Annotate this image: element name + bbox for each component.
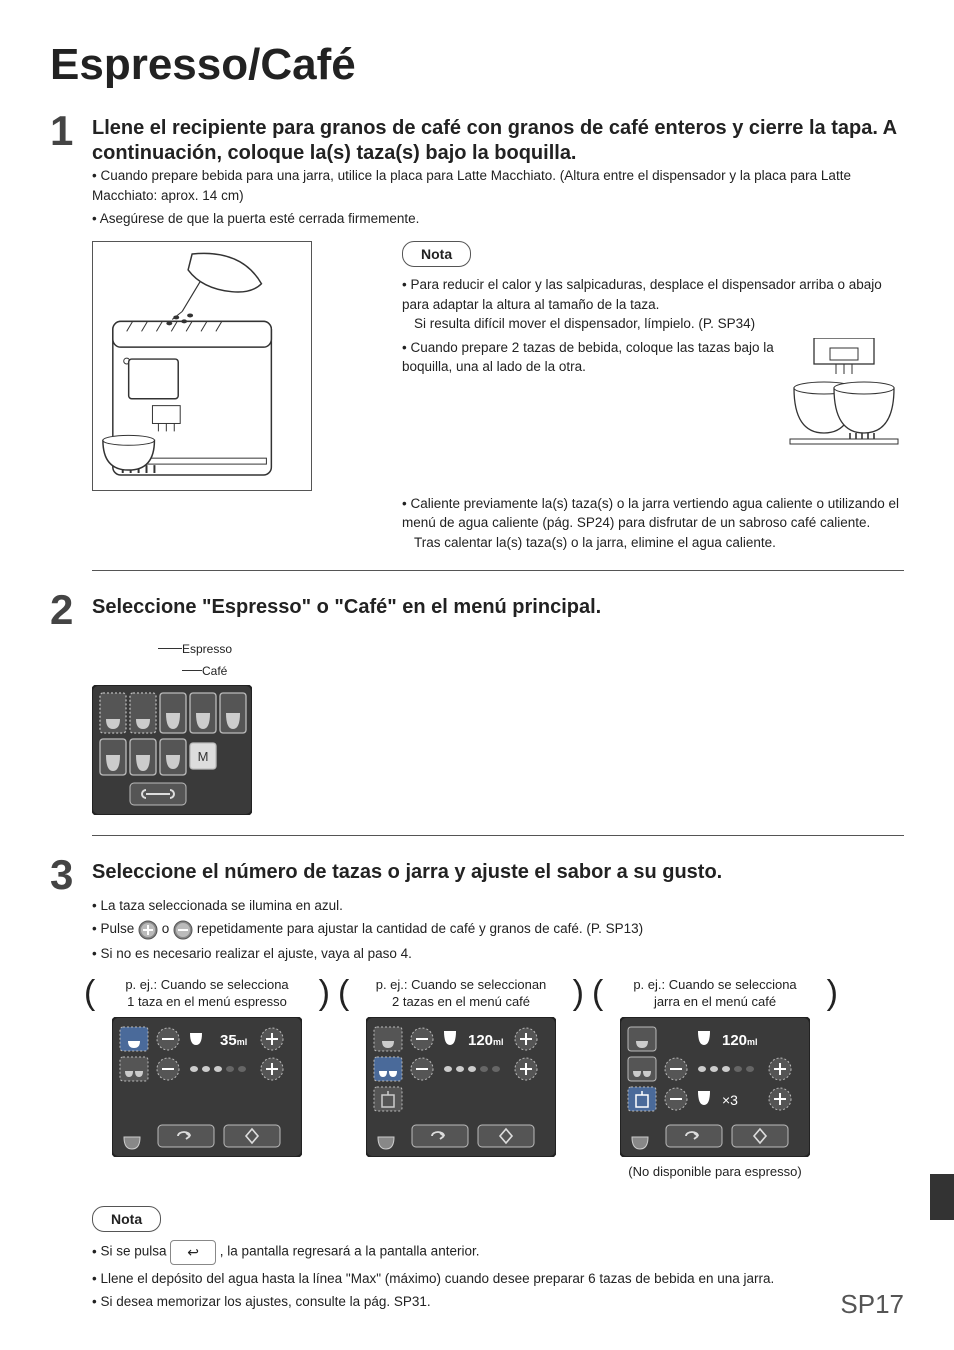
- step-1-number: 1: [50, 110, 80, 152]
- step-1-bullet-1: Cuando prepare bebida para una jarra, ut…: [92, 166, 904, 205]
- coffee-machine-pour-icon: [92, 241, 312, 491]
- screen-cafe-2cups-icon: 120ml: [366, 1017, 556, 1157]
- example-3-note: (No disponible para espresso): [600, 1163, 830, 1182]
- example-2: ( p. ej.: Cuando se seleccionan 2 tazas …: [346, 977, 576, 1157]
- bottom-nota: Nota Si se pulsa ↩ , la pantalla regresa…: [92, 1206, 904, 1312]
- two-cups-under-spout-icon: [784, 338, 904, 448]
- bottom-nota-item-3: Si desea memorizar los ajustes, consulte…: [92, 1292, 904, 1312]
- step-1: 1 Llene el recipiente para granos de caf…: [50, 110, 904, 556]
- nota-1-item-2: Cuando prepare 2 tazas de bebida, coloqu…: [402, 338, 904, 377]
- example-1: ( p. ej.: Cuando se selecciona 1 taza en…: [92, 977, 322, 1157]
- bottom-nota-item-2: Llene el depósito del agua hasta la líne…: [92, 1269, 904, 1289]
- step-2-title: Seleccione "Espresso" o "Café" en el men…: [92, 589, 601, 620]
- step-1-title: Llene el recipiente para granos de café …: [92, 110, 904, 166]
- step-3-bullet-2: Pulse o repetidamente para ajustar la ca…: [92, 919, 904, 939]
- nota-1-item-1: Para reducir el calor y las salpicaduras…: [402, 275, 904, 334]
- nota-label-2: Nota: [92, 1206, 161, 1232]
- step-1-bullet-2: Asegúrese de que la puerta esté cerrada …: [92, 209, 904, 229]
- divider: [92, 835, 904, 836]
- nota-1-item-3: Caliente previamente la(s) taza(s) o la …: [402, 494, 904, 553]
- page-number: SP17: [840, 1289, 904, 1320]
- label-cafe: Café: [202, 663, 227, 680]
- screen-espresso-1cup-icon: 35ml: [112, 1017, 302, 1157]
- example-3: ( p. ej.: Cuando se selecciona jarra en …: [600, 977, 830, 1182]
- nota-label-1: Nota: [402, 241, 471, 267]
- plus-button-icon: [138, 920, 158, 940]
- svg-text:×3: ×3: [722, 1092, 738, 1108]
- step-3: 3 Seleccione el número de tazas o jarra …: [50, 854, 904, 1312]
- svg-text:M: M: [198, 749, 209, 764]
- step-3-bullet-1: La taza seleccionada se ilumina en azul.: [92, 896, 904, 916]
- step-2: 2 Seleccione "Espresso" o "Café" en el m…: [50, 589, 904, 821]
- main-menu-screen-icon: M: [92, 685, 252, 815]
- bottom-nota-item-1: Si se pulsa ↩ , la pantalla regresará a …: [92, 1240, 904, 1264]
- screen-cafe-jarra-icon: 120ml ×3: [620, 1017, 810, 1157]
- page-title: Espresso/Café: [50, 40, 904, 90]
- side-tab: [930, 1174, 954, 1220]
- step-2-number: 2: [50, 589, 80, 631]
- back-button-inline-icon: ↩: [170, 1240, 216, 1264]
- divider: [92, 570, 904, 571]
- label-espresso: Espresso: [182, 641, 232, 658]
- step-3-title: Seleccione el número de tazas o jarra y …: [92, 854, 722, 885]
- step-3-bullet-3: Si no es necesario realizar el ajuste, v…: [92, 944, 904, 964]
- minus-button-icon: [173, 920, 193, 940]
- step-3-number: 3: [50, 854, 80, 896]
